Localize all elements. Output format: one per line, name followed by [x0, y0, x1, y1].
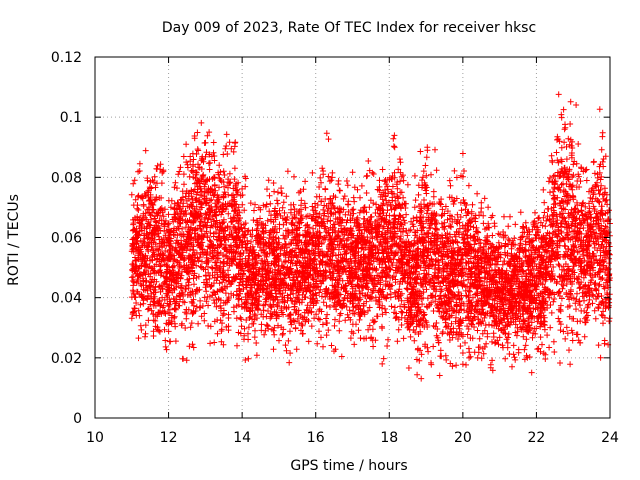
x-tick-label: 20 — [454, 430, 472, 446]
y-tick-label: 0.02 — [51, 351, 82, 367]
x-tick-label: 14 — [233, 430, 251, 446]
x-tick-label: 22 — [528, 430, 546, 446]
y-tick-label: 0.06 — [51, 231, 82, 247]
x-tick-label: 12 — [160, 430, 178, 446]
chart-title: Day 009 of 2023, Rate Of TEC Index for r… — [162, 20, 536, 36]
data-points — [128, 91, 613, 382]
y-axis-label: ROTI / TECUs — [6, 194, 22, 286]
x-tick-label: 16 — [307, 430, 325, 446]
y-tick-label: 0 — [73, 411, 82, 427]
roti-markers — [128, 91, 613, 382]
x-tick-label: 10 — [86, 430, 104, 446]
y-tick-label: 0.04 — [51, 291, 82, 307]
y-tick-label: 0.1 — [60, 110, 82, 126]
x-axis-label: GPS time / hours — [290, 458, 407, 474]
x-tick-label: 18 — [380, 430, 398, 446]
y-tick-label: 0.08 — [51, 170, 82, 186]
y-tick-label: 0.12 — [51, 50, 82, 66]
x-tick-label: 24 — [601, 430, 619, 446]
tick-labels: 10 12 14 16 18 20 22 24 0 0.02 0.04 0.06 0.08 0.1 0.12 — [51, 50, 619, 446]
axis-ticks — [94, 56, 611, 419]
